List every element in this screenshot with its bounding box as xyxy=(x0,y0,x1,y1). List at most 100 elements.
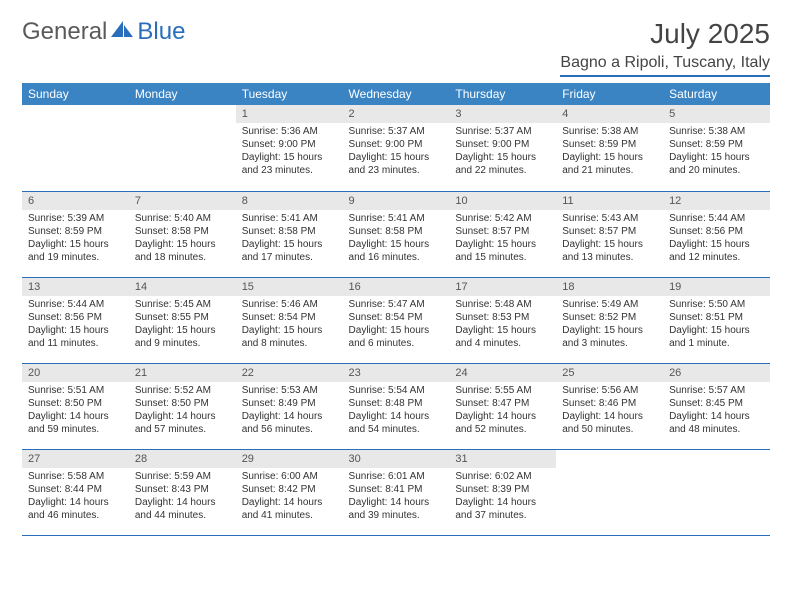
calendar-week-row: 13Sunrise: 5:44 AMSunset: 8:56 PMDayligh… xyxy=(22,277,770,363)
daylight-line: Daylight: 15 hours and 15 minutes. xyxy=(455,238,550,264)
calendar-day-cell: 2Sunrise: 5:37 AMSunset: 9:00 PMDaylight… xyxy=(343,105,450,191)
calendar-table: Sunday Monday Tuesday Wednesday Thursday… xyxy=(22,83,770,536)
day-body: Sunrise: 5:48 AMSunset: 8:53 PMDaylight:… xyxy=(449,296,556,354)
daylight-line: Daylight: 14 hours and 44 minutes. xyxy=(135,496,230,522)
sunrise-line: Sunrise: 5:42 AM xyxy=(455,212,550,225)
day-number: 26 xyxy=(663,364,770,382)
title-block: July 2025 Bagno a Ripoli, Tuscany, Italy xyxy=(560,18,770,77)
daylight-line: Daylight: 15 hours and 23 minutes. xyxy=(242,151,337,177)
day-body: Sunrise: 5:50 AMSunset: 8:51 PMDaylight:… xyxy=(663,296,770,354)
sunrise-line: Sunrise: 5:53 AM xyxy=(242,384,337,397)
sunset-line: Sunset: 8:45 PM xyxy=(669,397,764,410)
sunrise-line: Sunrise: 5:37 AM xyxy=(349,125,444,138)
daylight-line: Daylight: 15 hours and 17 minutes. xyxy=(242,238,337,264)
calendar-day-cell: 27Sunrise: 5:58 AMSunset: 8:44 PMDayligh… xyxy=(22,449,129,535)
daylight-line: Daylight: 15 hours and 1 minute. xyxy=(669,324,764,350)
sunrise-line: Sunrise: 5:47 AM xyxy=(349,298,444,311)
daylight-line: Daylight: 14 hours and 59 minutes. xyxy=(28,410,123,436)
sunset-line: Sunset: 8:54 PM xyxy=(242,311,337,324)
daylight-line: Daylight: 15 hours and 3 minutes. xyxy=(562,324,657,350)
sunrise-line: Sunrise: 5:38 AM xyxy=(562,125,657,138)
sunset-line: Sunset: 8:39 PM xyxy=(455,483,550,496)
day-number: 5 xyxy=(663,105,770,123)
calendar-day-cell: 24Sunrise: 5:55 AMSunset: 8:47 PMDayligh… xyxy=(449,363,556,449)
day-number: 1 xyxy=(236,105,343,123)
sunset-line: Sunset: 9:00 PM xyxy=(349,138,444,151)
daylight-line: Daylight: 15 hours and 23 minutes. xyxy=(349,151,444,177)
day-number: 22 xyxy=(236,364,343,382)
location-text: Bagno a Ripoli, Tuscany, Italy xyxy=(560,54,770,75)
brand-sail-icon xyxy=(109,18,135,46)
day-body: Sunrise: 5:41 AMSunset: 8:58 PMDaylight:… xyxy=(343,210,450,268)
sunrise-line: Sunrise: 5:59 AM xyxy=(135,470,230,483)
day-number: 9 xyxy=(343,192,450,210)
calendar-week-row: 27Sunrise: 5:58 AMSunset: 8:44 PMDayligh… xyxy=(22,449,770,535)
sunset-line: Sunset: 8:59 PM xyxy=(562,138,657,151)
day-number: 31 xyxy=(449,450,556,468)
sunrise-line: Sunrise: 6:02 AM xyxy=(455,470,550,483)
daylight-line: Daylight: 14 hours and 57 minutes. xyxy=(135,410,230,436)
daylight-line: Daylight: 15 hours and 13 minutes. xyxy=(562,238,657,264)
daylight-line: Daylight: 15 hours and 22 minutes. xyxy=(455,151,550,177)
day-body: Sunrise: 5:46 AMSunset: 8:54 PMDaylight:… xyxy=(236,296,343,354)
sunrise-line: Sunrise: 5:52 AM xyxy=(135,384,230,397)
day-number: 10 xyxy=(449,192,556,210)
day-number: 6 xyxy=(22,192,129,210)
day-number: 28 xyxy=(129,450,236,468)
calendar-day-cell: 18Sunrise: 5:49 AMSunset: 8:52 PMDayligh… xyxy=(556,277,663,363)
calendar-day-cell: 14Sunrise: 5:45 AMSunset: 8:55 PMDayligh… xyxy=(129,277,236,363)
day-number: 11 xyxy=(556,192,663,210)
day-body: Sunrise: 5:59 AMSunset: 8:43 PMDaylight:… xyxy=(129,468,236,526)
sunrise-line: Sunrise: 5:50 AM xyxy=(669,298,764,311)
day-header: Friday xyxy=(556,83,663,105)
day-header: Wednesday xyxy=(343,83,450,105)
sunrise-line: Sunrise: 5:56 AM xyxy=(562,384,657,397)
sunrise-line: Sunrise: 5:54 AM xyxy=(349,384,444,397)
day-body: Sunrise: 5:55 AMSunset: 8:47 PMDaylight:… xyxy=(449,382,556,440)
calendar-day-cell: 19Sunrise: 5:50 AMSunset: 8:51 PMDayligh… xyxy=(663,277,770,363)
sunset-line: Sunset: 8:46 PM xyxy=(562,397,657,410)
calendar-day-cell: 23Sunrise: 5:54 AMSunset: 8:48 PMDayligh… xyxy=(343,363,450,449)
day-body: Sunrise: 5:38 AMSunset: 8:59 PMDaylight:… xyxy=(556,123,663,181)
sunset-line: Sunset: 8:58 PM xyxy=(349,225,444,238)
daylight-line: Daylight: 15 hours and 20 minutes. xyxy=(669,151,764,177)
sunset-line: Sunset: 8:41 PM xyxy=(349,483,444,496)
sunset-line: Sunset: 8:43 PM xyxy=(135,483,230,496)
day-number: 29 xyxy=(236,450,343,468)
calendar-day-cell: 31Sunrise: 6:02 AMSunset: 8:39 PMDayligh… xyxy=(449,449,556,535)
calendar-day-cell: 7Sunrise: 5:40 AMSunset: 8:58 PMDaylight… xyxy=(129,191,236,277)
sunset-line: Sunset: 8:55 PM xyxy=(135,311,230,324)
sunset-line: Sunset: 8:54 PM xyxy=(349,311,444,324)
day-body: Sunrise: 5:57 AMSunset: 8:45 PMDaylight:… xyxy=(663,382,770,440)
sunset-line: Sunset: 8:56 PM xyxy=(669,225,764,238)
daylight-line: Daylight: 15 hours and 9 minutes. xyxy=(135,324,230,350)
day-number: 4 xyxy=(556,105,663,123)
sunset-line: Sunset: 9:00 PM xyxy=(242,138,337,151)
day-number: 23 xyxy=(343,364,450,382)
calendar-day-cell: 20Sunrise: 5:51 AMSunset: 8:50 PMDayligh… xyxy=(22,363,129,449)
sunrise-line: Sunrise: 5:38 AM xyxy=(669,125,764,138)
calendar-day-cell: 15Sunrise: 5:46 AMSunset: 8:54 PMDayligh… xyxy=(236,277,343,363)
sunset-line: Sunset: 8:47 PM xyxy=(455,397,550,410)
sunset-line: Sunset: 8:57 PM xyxy=(562,225,657,238)
calendar-day-cell: 4Sunrise: 5:38 AMSunset: 8:59 PMDaylight… xyxy=(556,105,663,191)
day-body: Sunrise: 5:41 AMSunset: 8:58 PMDaylight:… xyxy=(236,210,343,268)
sunrise-line: Sunrise: 5:51 AM xyxy=(28,384,123,397)
day-body: Sunrise: 5:40 AMSunset: 8:58 PMDaylight:… xyxy=(129,210,236,268)
day-number: 18 xyxy=(556,278,663,296)
daylight-line: Daylight: 15 hours and 11 minutes. xyxy=(28,324,123,350)
sunrise-line: Sunrise: 5:37 AM xyxy=(455,125,550,138)
sunset-line: Sunset: 8:50 PM xyxy=(135,397,230,410)
day-body: Sunrise: 5:52 AMSunset: 8:50 PMDaylight:… xyxy=(129,382,236,440)
daylight-line: Daylight: 14 hours and 46 minutes. xyxy=(28,496,123,522)
calendar-day-cell xyxy=(663,449,770,535)
sunrise-line: Sunrise: 5:36 AM xyxy=(242,125,337,138)
calendar-week-row: 1Sunrise: 5:36 AMSunset: 9:00 PMDaylight… xyxy=(22,105,770,191)
day-number: 17 xyxy=(449,278,556,296)
day-body: Sunrise: 5:53 AMSunset: 8:49 PMDaylight:… xyxy=(236,382,343,440)
day-body: Sunrise: 5:45 AMSunset: 8:55 PMDaylight:… xyxy=(129,296,236,354)
calendar-day-cell xyxy=(129,105,236,191)
sunrise-line: Sunrise: 5:44 AM xyxy=(669,212,764,225)
calendar-day-cell: 6Sunrise: 5:39 AMSunset: 8:59 PMDaylight… xyxy=(22,191,129,277)
sunset-line: Sunset: 8:44 PM xyxy=(28,483,123,496)
